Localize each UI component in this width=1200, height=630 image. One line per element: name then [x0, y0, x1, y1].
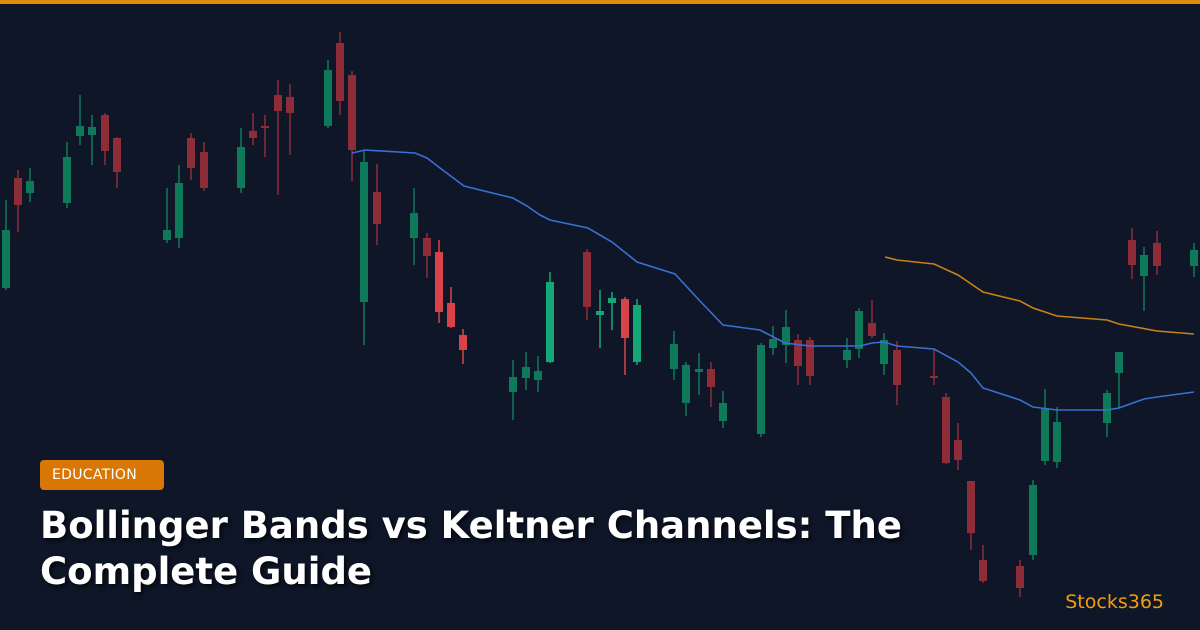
candle-body: [782, 327, 790, 345]
candle-body: [633, 305, 641, 362]
candle-body: [670, 344, 678, 369]
brand-name: Stocks365: [1065, 591, 1164, 613]
candle-body: [1016, 566, 1024, 588]
candle-body: [1041, 409, 1049, 461]
candle-body: [757, 345, 765, 434]
candle-body: [880, 340, 888, 364]
candle-body: [373, 192, 381, 224]
candle-body: [621, 299, 629, 338]
candle-body: [855, 311, 863, 349]
candle-body: [868, 323, 876, 336]
candle-body: [942, 397, 950, 463]
candle-body: [509, 377, 517, 392]
candle-body: [1128, 240, 1136, 265]
candle-body: [76, 126, 84, 136]
candle-body: [682, 365, 690, 403]
orange-band-line: [884, 256, 1195, 335]
candle-body: [423, 238, 431, 256]
candle-body: [534, 371, 542, 380]
candle-body: [2, 230, 10, 288]
candle-body: [893, 350, 901, 385]
candle-body: [324, 70, 332, 126]
candle-body: [522, 367, 530, 378]
candle-body: [348, 75, 356, 150]
candle-body: [546, 282, 554, 362]
candle-body: [459, 335, 467, 350]
candle-body: [187, 138, 195, 168]
candle-body: [113, 138, 121, 172]
candle-body: [410, 213, 418, 238]
candle-body: [583, 252, 591, 307]
candle-body: [1115, 352, 1123, 373]
candle-body: [435, 252, 443, 312]
candle-body: [274, 95, 282, 111]
candle-body: [163, 230, 171, 240]
candle-body: [769, 339, 777, 348]
candle-body: [88, 127, 96, 135]
category-badge: EDUCATION: [40, 460, 164, 490]
candle-body: [1153, 243, 1161, 266]
candle-body: [1190, 250, 1198, 266]
candle-body: [26, 181, 34, 193]
candle-body: [360, 162, 368, 302]
candle-body: [261, 126, 269, 128]
candle-body: [1053, 422, 1061, 462]
candle-body: [200, 152, 208, 188]
candle-body: [806, 340, 814, 376]
blue-band-line: [351, 149, 1195, 411]
candle-body: [63, 157, 71, 203]
candle-body: [596, 311, 604, 315]
candle-body: [608, 298, 616, 303]
candle-body: [930, 376, 938, 378]
candle-body: [1029, 485, 1037, 555]
candle-body: [286, 97, 294, 113]
candle-body: [447, 303, 455, 327]
candle-body: [843, 350, 851, 360]
candle-body: [14, 178, 22, 205]
candle-body: [707, 369, 715, 387]
candle-body: [1103, 393, 1111, 423]
candle-body: [719, 403, 727, 421]
candle-body: [979, 560, 987, 581]
article-title: Bollinger Bands vs Keltner Channels: The…: [40, 504, 902, 593]
candle-body: [101, 115, 109, 151]
candle-body: [967, 481, 975, 533]
candle-body: [237, 147, 245, 188]
top-accent-bar: [0, 0, 1200, 4]
candle-body: [954, 440, 962, 460]
candle-body: [1140, 255, 1148, 276]
candle-body: [794, 340, 802, 366]
candle-body: [336, 43, 344, 101]
candle-body: [249, 131, 257, 138]
candle-body: [175, 183, 183, 238]
candle-body: [695, 369, 703, 372]
